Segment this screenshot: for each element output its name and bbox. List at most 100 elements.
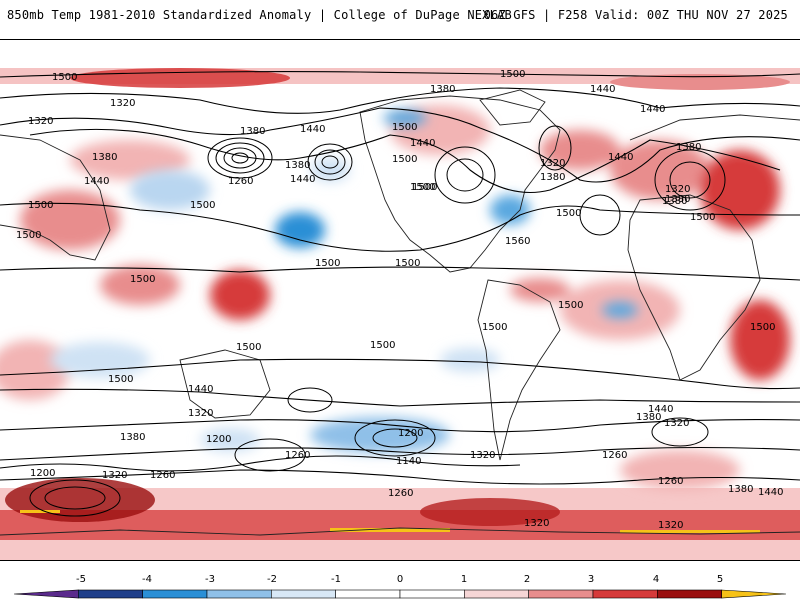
warm-anomaly-arctic-2 — [610, 74, 790, 90]
cool-patches — [50, 110, 638, 453]
contour-label: 1500 — [410, 182, 435, 193]
contour-label: 1380 — [430, 84, 455, 95]
contour-label: 1500 — [395, 258, 420, 269]
contour-1440-north — [0, 87, 800, 114]
contour-label: 1200 — [398, 428, 423, 439]
contour-label: 1500 — [558, 300, 583, 311]
contour-label: 1380 — [92, 152, 117, 163]
colorbar-label: -4 — [142, 574, 152, 585]
contour-label: 1260 — [150, 470, 175, 481]
colorbar: -5 -4 -3 -2 -1 0 1 2 3 4 5 — [0, 570, 800, 600]
contour-label: 1140 — [396, 456, 421, 467]
contour-label: 1500 — [370, 340, 395, 351]
colorbar-segment — [592, 589, 658, 599]
header: 850mb Temp 1981-2010 Standardized Anomal… — [0, 0, 800, 30]
map-title: 850mb Temp 1981-2010 Standardized Anomal… — [7, 8, 512, 22]
contour-label: 1500 — [500, 69, 525, 80]
contour-label: 1440 — [290, 174, 315, 185]
contour-label: 1500 — [190, 200, 215, 211]
low-south-pacific-west — [234, 438, 306, 472]
low-north-atlantic — [538, 125, 572, 171]
contour-1200-south — [0, 455, 521, 472]
contour-label: 1500 — [108, 374, 133, 385]
low-europe — [654, 149, 726, 211]
extreme-anomaly-strip-2 — [620, 530, 760, 533]
high-south-pacific — [287, 387, 333, 413]
north-america-outline — [359, 95, 561, 273]
contour-label: 1500 — [750, 322, 775, 333]
contour-label: 1320 — [658, 520, 683, 531]
greenland-outline — [479, 89, 546, 126]
contour-label: 1440 — [300, 124, 325, 135]
colorbar-label: 1 — [460, 574, 468, 585]
contour-label: 1200 — [30, 468, 55, 479]
contour-label: 1380 — [240, 126, 265, 137]
run-info: 06Z GFS | F258 Valid: 00Z THU NOV 27 202… — [483, 8, 788, 22]
low-south-atlantic — [651, 417, 709, 447]
map-canvas: 1500 1500 1440 1320 1380 1320 1440 1380 … — [0, 68, 800, 560]
colorbar-segment — [206, 589, 272, 599]
contour-1500-mid — [0, 202, 800, 252]
colorbar-strip — [13, 589, 787, 599]
contour-label: 1320 — [665, 184, 690, 195]
colorbar-label: 4 — [652, 574, 660, 585]
contour-label: 1500 — [412, 182, 437, 193]
anomaly-map: 1500 1500 1440 1320 1380 1320 1440 1380 … — [0, 39, 800, 561]
low-north-pacific-east — [307, 143, 353, 181]
warm-patches — [0, 105, 790, 490]
australia-outline — [179, 349, 271, 419]
closed-lows — [29, 125, 726, 517]
colorbar-segment — [464, 589, 529, 599]
colorbar-segment — [13, 589, 79, 599]
contour-label: 1260 — [602, 450, 627, 461]
contour-label: 1500 — [482, 322, 507, 333]
colorbar-segment — [528, 589, 594, 599]
contour-label: 1320 — [524, 518, 549, 529]
coastlines — [0, 89, 800, 536]
contour-1320-south — [0, 446, 800, 461]
contour-label: 1380 — [540, 172, 565, 183]
colorbar-segment — [78, 589, 143, 599]
africa-outline — [627, 194, 761, 381]
contour-label: 1260 — [285, 450, 310, 461]
colorbar-segment — [721, 589, 787, 599]
contour-label: 1320 — [540, 158, 565, 169]
contour-label: 1380 — [728, 484, 753, 495]
antarctica-outline — [0, 527, 800, 536]
contour-label: 1500 — [28, 200, 53, 211]
contour-label: 1440 — [608, 152, 633, 163]
contour-1380-south — [0, 419, 800, 433]
colorbar-label: -2 — [267, 574, 277, 585]
contour-label: 1500 — [392, 154, 417, 165]
warm-anomaly-south-central — [420, 498, 560, 526]
contour-label: 1440 — [84, 176, 109, 187]
contour-label: 1500 — [315, 258, 340, 269]
contour-label: 1320 — [470, 450, 495, 461]
contour-label: 1380 — [636, 412, 661, 423]
contour-label: 1500 — [236, 342, 261, 353]
contour-label: 1440 — [590, 84, 615, 95]
contour-label: 1380 — [120, 432, 145, 443]
contour-1320-north — [29, 128, 781, 193]
contour-label: 1260 — [388, 488, 413, 499]
contour-label: 1380 — [676, 142, 701, 153]
europe-asia-outline — [0, 114, 800, 261]
contour-1440-south — [0, 388, 800, 407]
contour-labels: 1500 1500 1440 1320 1380 1320 1440 1380 … — [16, 69, 783, 531]
south-america-outline — [477, 279, 561, 461]
colorbar-segment — [142, 589, 208, 599]
colorbar-label: 3 — [587, 574, 595, 585]
low-north-pacific-west — [207, 137, 273, 179]
contour-label: 1500 — [556, 208, 581, 219]
colorbar-label: -5 — [76, 574, 86, 585]
contour-label: 1320 — [110, 98, 135, 109]
low-south-pacific — [354, 419, 436, 457]
low-south-indian — [29, 479, 121, 517]
contour-label: 1380 — [662, 196, 687, 207]
colorbar-label: 5 — [716, 574, 724, 585]
colorbar-segment — [399, 589, 465, 599]
contour-label: 1320 — [664, 418, 689, 429]
contour-label: 1440 — [410, 138, 435, 149]
contour-label: 1380 — [665, 194, 690, 205]
contour-label: 1500 — [690, 212, 715, 223]
